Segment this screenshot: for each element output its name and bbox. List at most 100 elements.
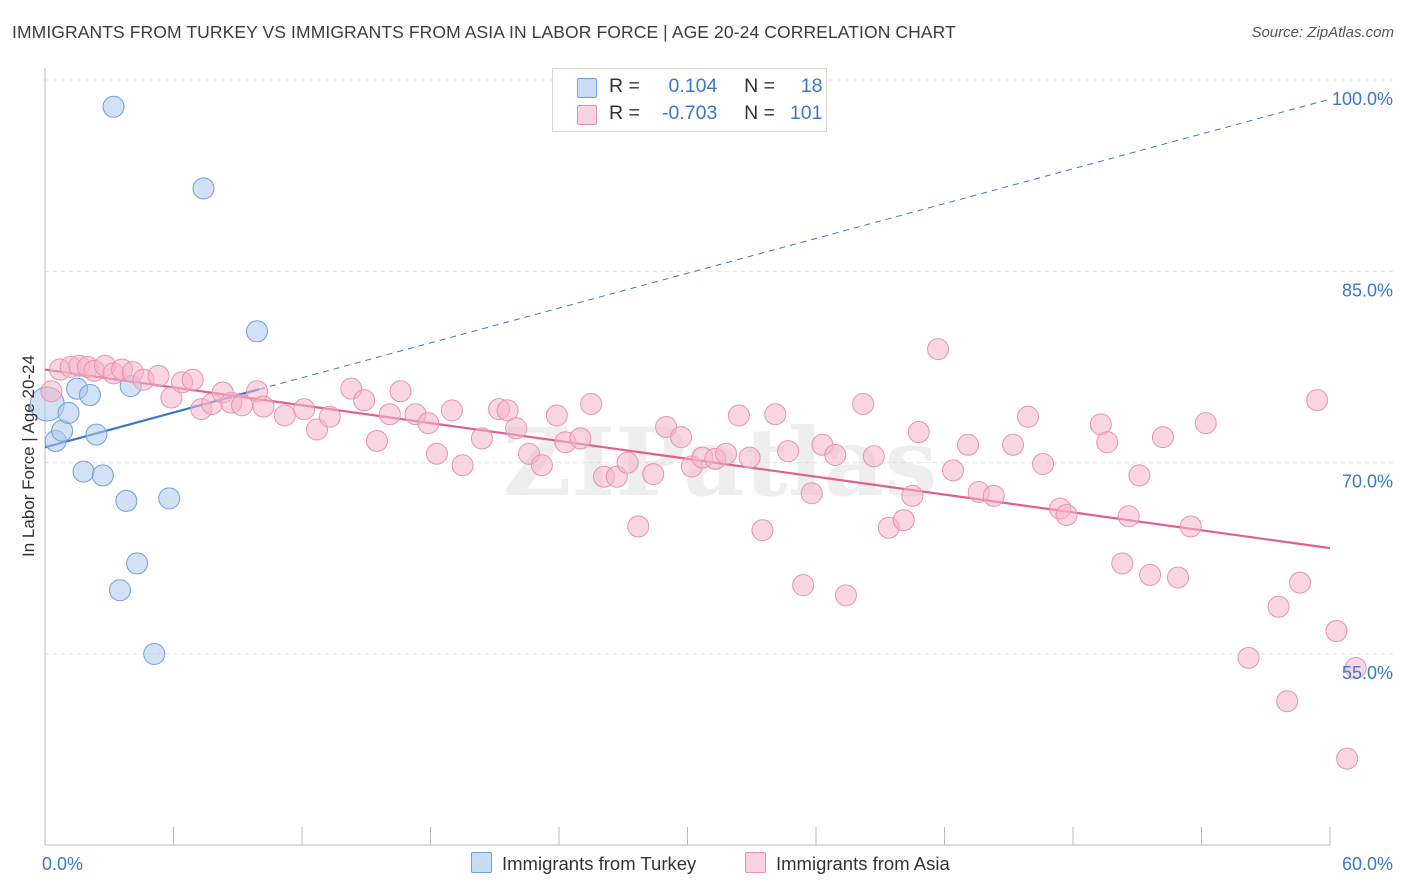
asia-point — [1336, 747, 1359, 770]
grid-lines — [45, 79, 1393, 655]
turkey-point — [108, 579, 131, 602]
asia-point — [1179, 515, 1202, 538]
chart-title: IMMIGRANTS FROM TURKEY VS IMMIGRANTS FRO… — [12, 22, 956, 42]
turkey-point — [115, 489, 138, 512]
n-label: N = — [744, 102, 776, 124]
asia-point — [530, 454, 553, 477]
turkey-point — [192, 177, 215, 200]
turkey-point — [57, 401, 80, 424]
asia-point — [1289, 571, 1312, 594]
legend-label-asia: Immigrants from Asia — [776, 853, 950, 874]
legend-item-asia[interactable]: Immigrants from Asia — [745, 852, 950, 875]
asia-point — [425, 442, 448, 465]
asia-point — [764, 403, 787, 426]
chart-source: Source: ZipAtlas.com — [1251, 24, 1394, 41]
asia-point — [378, 403, 401, 426]
asia-point — [1111, 552, 1134, 575]
asia-legend-swatch — [745, 852, 766, 873]
axes — [44, 68, 1331, 846]
asia-point — [1267, 595, 1290, 618]
asia-point — [252, 395, 275, 418]
asia-point — [907, 421, 930, 444]
asia-point — [862, 445, 885, 468]
r-value: 0.104 — [668, 75, 718, 97]
asia-point — [365, 429, 388, 452]
turkey-point — [158, 487, 181, 510]
asia-point — [496, 399, 519, 422]
asia-swatch — [577, 105, 597, 125]
asia-point — [1151, 426, 1174, 449]
y-tick-label: 55.0% — [1342, 663, 1393, 683]
asia-point — [1055, 503, 1078, 526]
asia-point — [440, 399, 463, 422]
asia-point — [505, 417, 528, 440]
y-tick-label: 70.0% — [1342, 472, 1393, 492]
asia-point — [1128, 464, 1151, 487]
asia-point — [1276, 690, 1299, 713]
asia-point — [852, 392, 875, 415]
stats-legend: R = 0.104 N = 18 R = -0.703 N = 101 — [552, 68, 827, 132]
turkey-legend-swatch — [471, 852, 492, 873]
x-tick-label: 60.0% — [1342, 854, 1393, 874]
asia-point — [824, 444, 847, 467]
n-label: N = — [744, 75, 776, 97]
asia-point — [1139, 563, 1162, 586]
turkey-swatch — [577, 78, 597, 98]
r-label: R = — [609, 75, 640, 97]
turkey-point — [78, 384, 101, 407]
asia-point — [160, 386, 183, 409]
y-tick-label: 100.0% — [1332, 89, 1393, 109]
asia-point — [670, 426, 693, 449]
asia-point — [569, 427, 592, 450]
asia-point — [353, 389, 376, 412]
legend-label-turkey: Immigrants from Turkey — [502, 853, 697, 874]
asia-point — [40, 380, 63, 403]
asia-point — [470, 427, 493, 450]
asia-point — [545, 404, 568, 427]
turkey-point — [246, 320, 269, 343]
asia-point — [1002, 433, 1025, 456]
asia-point — [751, 519, 774, 542]
turkey-point — [126, 552, 149, 575]
asia-point — [892, 509, 915, 532]
asia-point — [147, 364, 170, 387]
asia-point — [580, 392, 603, 415]
asia-point — [273, 404, 296, 427]
asia-point — [738, 446, 761, 469]
legend-item-turkey[interactable]: Immigrants from Turkey — [471, 852, 696, 875]
asia-point — [1344, 657, 1367, 680]
asia-point — [1096, 431, 1119, 454]
asia-point — [1194, 412, 1217, 435]
asia-point — [792, 574, 815, 597]
asia-point — [982, 484, 1005, 507]
asia-point — [642, 463, 665, 486]
asia-point — [417, 412, 440, 435]
asia-point — [901, 484, 924, 507]
asia-point — [777, 440, 800, 463]
asia-point — [616, 451, 639, 474]
asia-point — [800, 482, 823, 505]
asia-point — [834, 584, 857, 607]
y-tick-label: 85.0% — [1342, 280, 1393, 300]
turkey-point — [102, 95, 125, 118]
n-value: 18 — [800, 75, 823, 97]
y-axis-title: In Labor Force | Age 20-24 — [19, 355, 38, 557]
asia-point — [293, 398, 316, 421]
asia-point — [727, 404, 750, 427]
turkey-point — [72, 460, 95, 483]
asia-point — [1237, 646, 1260, 669]
asia-point — [1325, 620, 1348, 643]
data-points — [29, 95, 1367, 770]
asia-point — [1306, 389, 1329, 412]
asia-point — [627, 515, 650, 538]
asia-point — [927, 338, 950, 361]
r-value: -0.703 — [662, 102, 718, 124]
asia-point — [1117, 505, 1140, 528]
asia-point — [181, 368, 204, 391]
turkey-point — [85, 423, 108, 446]
turkey-point — [91, 464, 114, 487]
r-label: R = — [609, 102, 640, 124]
asia-point — [942, 459, 965, 482]
n-value: 101 — [789, 102, 823, 124]
